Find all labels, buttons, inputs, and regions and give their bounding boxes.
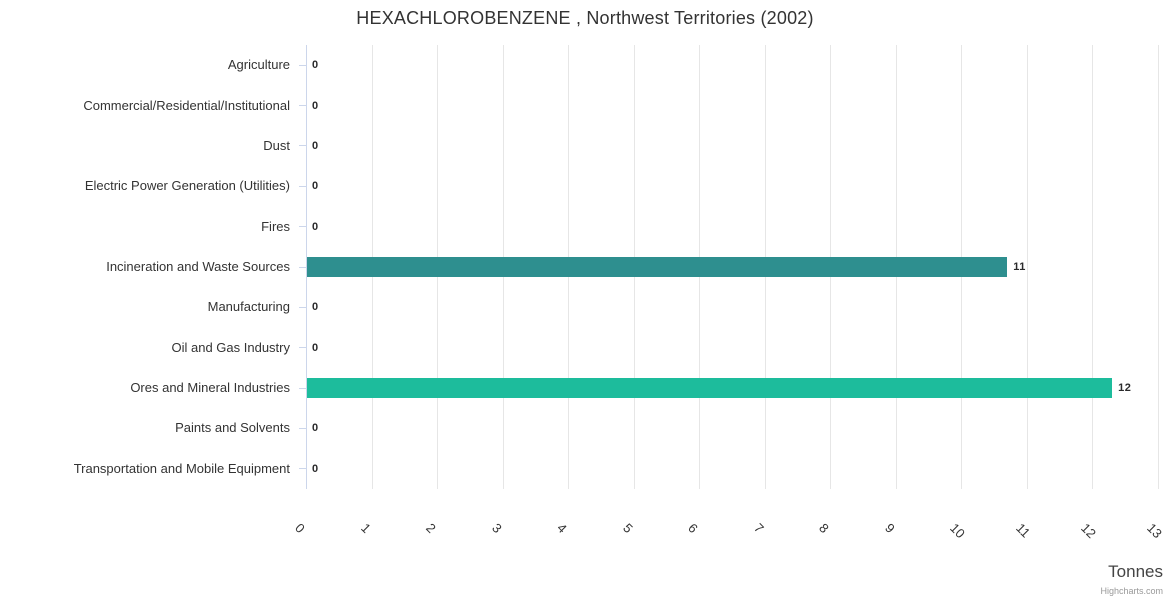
category-label: Manufacturing: [207, 299, 290, 315]
category-tick: [299, 105, 306, 107]
value-gridline: [1158, 45, 1159, 489]
x-axis-tick-label: 9: [881, 520, 898, 537]
category-label: Paints and Solvents: [175, 420, 290, 436]
category-tick: [299, 185, 306, 187]
x-axis-tick-label: 6: [685, 520, 702, 537]
category-label: Commercial/Residential/Institutional: [83, 97, 290, 113]
category-label: Fires: [261, 218, 290, 234]
x-axis-tick-label: 8: [816, 520, 833, 537]
x-axis-tick-label: 5: [619, 520, 636, 537]
data-label: 0: [312, 422, 319, 435]
bar[interactable]: [307, 257, 1008, 277]
chart-title: HEXACHLOROBENZENE , Northwest Territorie…: [356, 8, 814, 28]
data-label: 0: [312, 220, 319, 233]
category-label: Agriculture: [227, 57, 290, 73]
data-label: 0: [312, 462, 319, 475]
category-tick: [299, 427, 306, 429]
x-axis-tick-label: 7: [750, 520, 767, 537]
category-label: Oil and Gas Industry: [171, 339, 291, 355]
category-label: Incineration and Waste Sources: [106, 259, 290, 274]
x-axis-title: Tonnes: [1108, 562, 1163, 581]
data-label: 0: [312, 180, 319, 193]
highcharts-credit-link[interactable]: Highcharts.com: [1100, 586, 1163, 596]
x-axis-tick-label: 12: [1078, 520, 1100, 542]
value-gridline: [1026, 45, 1028, 489]
category-axis-line: [306, 45, 307, 489]
data-label: 12: [1118, 382, 1132, 395]
data-label: 0: [312, 99, 319, 112]
category-tick: [299, 468, 306, 470]
x-axis-tick-label: 4: [554, 520, 570, 537]
category-tick: [299, 387, 306, 389]
category-tick: [299, 306, 306, 308]
category-tick: [299, 145, 306, 147]
category-label: Transportation and Mobile Equipment: [73, 460, 290, 476]
data-label: 11: [1013, 261, 1026, 273]
x-axis-tick-label: 13: [1144, 520, 1165, 542]
category-label: Dust: [263, 137, 290, 153]
category-tick: [299, 226, 306, 228]
x-axis-tick-label: 3: [488, 520, 505, 537]
category-tick: [299, 266, 306, 268]
x-axis-tick-label: 1: [357, 520, 374, 537]
category-label: Ores and Mineral Industries: [130, 380, 290, 396]
category-tick: [299, 64, 306, 66]
x-axis-tick-label: 0: [292, 520, 308, 537]
x-axis-tick-label: 11: [1013, 520, 1034, 541]
category-label: Electric Power Generation (Utilities): [84, 178, 290, 194]
bar[interactable]: [307, 378, 1113, 399]
data-label: 0: [312, 139, 319, 152]
data-label: 0: [312, 59, 319, 72]
category-tick: [299, 347, 306, 349]
x-axis-tick-label: 10: [947, 520, 969, 542]
value-gridline: [1092, 45, 1094, 489]
data-label: 0: [312, 341, 319, 354]
data-label: 0: [312, 301, 319, 314]
x-axis-tick-label: 2: [423, 520, 439, 537]
